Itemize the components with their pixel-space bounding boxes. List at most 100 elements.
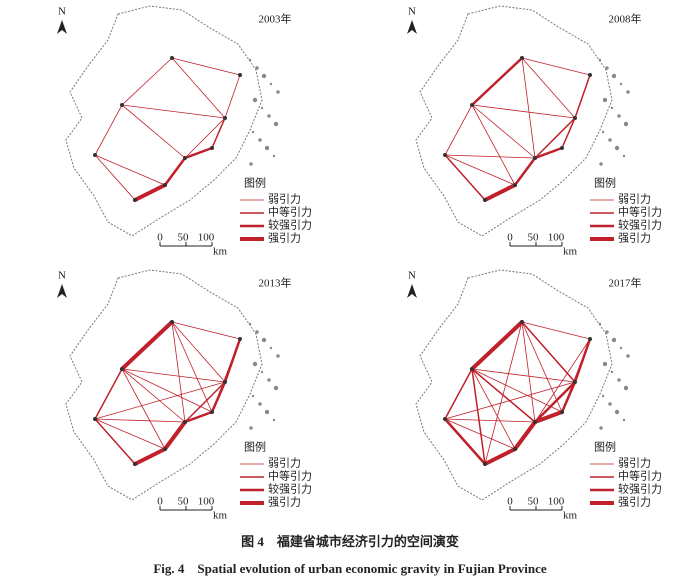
gravity-link bbox=[534, 117, 576, 159]
island bbox=[602, 97, 608, 103]
gravity-link bbox=[121, 368, 186, 423]
city bbox=[133, 462, 137, 466]
gravity-link bbox=[94, 104, 123, 156]
legend-label: 中等引力 bbox=[268, 469, 312, 483]
island bbox=[260, 370, 264, 374]
gravity-link bbox=[133, 447, 167, 466]
city bbox=[573, 116, 577, 120]
gravity-link bbox=[133, 183, 167, 202]
scale-bar bbox=[159, 242, 213, 247]
city bbox=[513, 183, 517, 187]
gravity-link bbox=[94, 418, 166, 450]
island bbox=[269, 346, 273, 350]
island bbox=[608, 402, 612, 406]
scale-label: 50 bbox=[178, 232, 190, 244]
island bbox=[605, 66, 609, 70]
scale-bar bbox=[509, 506, 563, 511]
gravity-link bbox=[471, 104, 516, 186]
city bbox=[120, 103, 124, 107]
island bbox=[601, 394, 605, 398]
gravity-link bbox=[94, 154, 166, 186]
gravity-link bbox=[521, 321, 563, 413]
island bbox=[614, 409, 620, 415]
city bbox=[533, 420, 537, 424]
city bbox=[223, 116, 227, 120]
gravity-link bbox=[163, 420, 187, 451]
island bbox=[273, 121, 279, 127]
gravity-link bbox=[470, 320, 524, 371]
scale-label: 0 bbox=[157, 496, 163, 508]
island bbox=[264, 409, 270, 415]
island bbox=[605, 330, 609, 334]
city bbox=[133, 198, 137, 202]
gravity-link bbox=[471, 368, 536, 423]
gravity-link bbox=[444, 104, 473, 156]
island bbox=[252, 97, 258, 103]
legend-label: 中等引力 bbox=[618, 469, 662, 483]
city bbox=[520, 56, 524, 60]
gravity-link bbox=[483, 183, 517, 202]
gravity-link bbox=[444, 154, 536, 159]
gravity-link bbox=[121, 57, 173, 106]
gravity-link bbox=[444, 368, 473, 420]
legend-title: 图例 bbox=[594, 440, 616, 454]
legend-label: 强引力 bbox=[618, 231, 651, 245]
gravity-link bbox=[94, 381, 226, 420]
gravity-link bbox=[444, 418, 516, 450]
gravity-link bbox=[444, 154, 486, 201]
city bbox=[588, 73, 592, 77]
gravity-link bbox=[534, 338, 591, 423]
island bbox=[610, 370, 614, 374]
legend-label: 较强引力 bbox=[618, 482, 662, 496]
island bbox=[249, 426, 253, 430]
gravity-link bbox=[121, 104, 226, 119]
gravity-link bbox=[183, 146, 214, 160]
gravity-link bbox=[224, 74, 241, 119]
island bbox=[269, 82, 273, 86]
island bbox=[267, 378, 271, 382]
province-outline bbox=[415, 269, 613, 501]
island bbox=[608, 138, 612, 142]
gravity-link bbox=[533, 146, 564, 160]
gravity-link bbox=[533, 380, 577, 424]
gravity-link bbox=[471, 368, 516, 450]
island bbox=[272, 154, 276, 158]
island bbox=[601, 130, 605, 134]
north-arrow bbox=[407, 20, 417, 34]
legend-title: 图例 bbox=[244, 176, 266, 190]
island bbox=[267, 114, 271, 118]
island bbox=[258, 138, 262, 142]
gravity-link bbox=[171, 321, 241, 340]
gravity-link bbox=[94, 154, 136, 201]
scale-label: 100 bbox=[198, 232, 215, 244]
island bbox=[626, 90, 630, 94]
city bbox=[588, 337, 592, 341]
legend-label: 较强引力 bbox=[268, 218, 312, 232]
north-label: N bbox=[408, 270, 416, 282]
island bbox=[276, 90, 280, 94]
gravity-link bbox=[484, 321, 523, 465]
island bbox=[611, 73, 617, 79]
gravity-link bbox=[521, 321, 591, 340]
scale-unit: km bbox=[213, 510, 228, 522]
year-label: 2008年 bbox=[609, 12, 642, 26]
scale-label: 100 bbox=[548, 496, 565, 508]
gravity-link bbox=[471, 368, 563, 413]
gravity-link bbox=[94, 418, 136, 465]
island bbox=[623, 385, 629, 391]
island bbox=[248, 322, 252, 326]
island bbox=[255, 66, 259, 70]
city bbox=[210, 410, 214, 414]
province-outline bbox=[65, 269, 263, 501]
gravity-link bbox=[574, 74, 591, 119]
island bbox=[598, 58, 602, 62]
province-outline bbox=[415, 5, 613, 237]
city bbox=[470, 103, 474, 107]
island bbox=[599, 162, 603, 166]
city bbox=[163, 183, 167, 187]
gravity-link bbox=[171, 321, 213, 413]
legend-label: 较强引力 bbox=[268, 482, 312, 496]
scale-label: 50 bbox=[528, 496, 540, 508]
city bbox=[183, 156, 187, 160]
